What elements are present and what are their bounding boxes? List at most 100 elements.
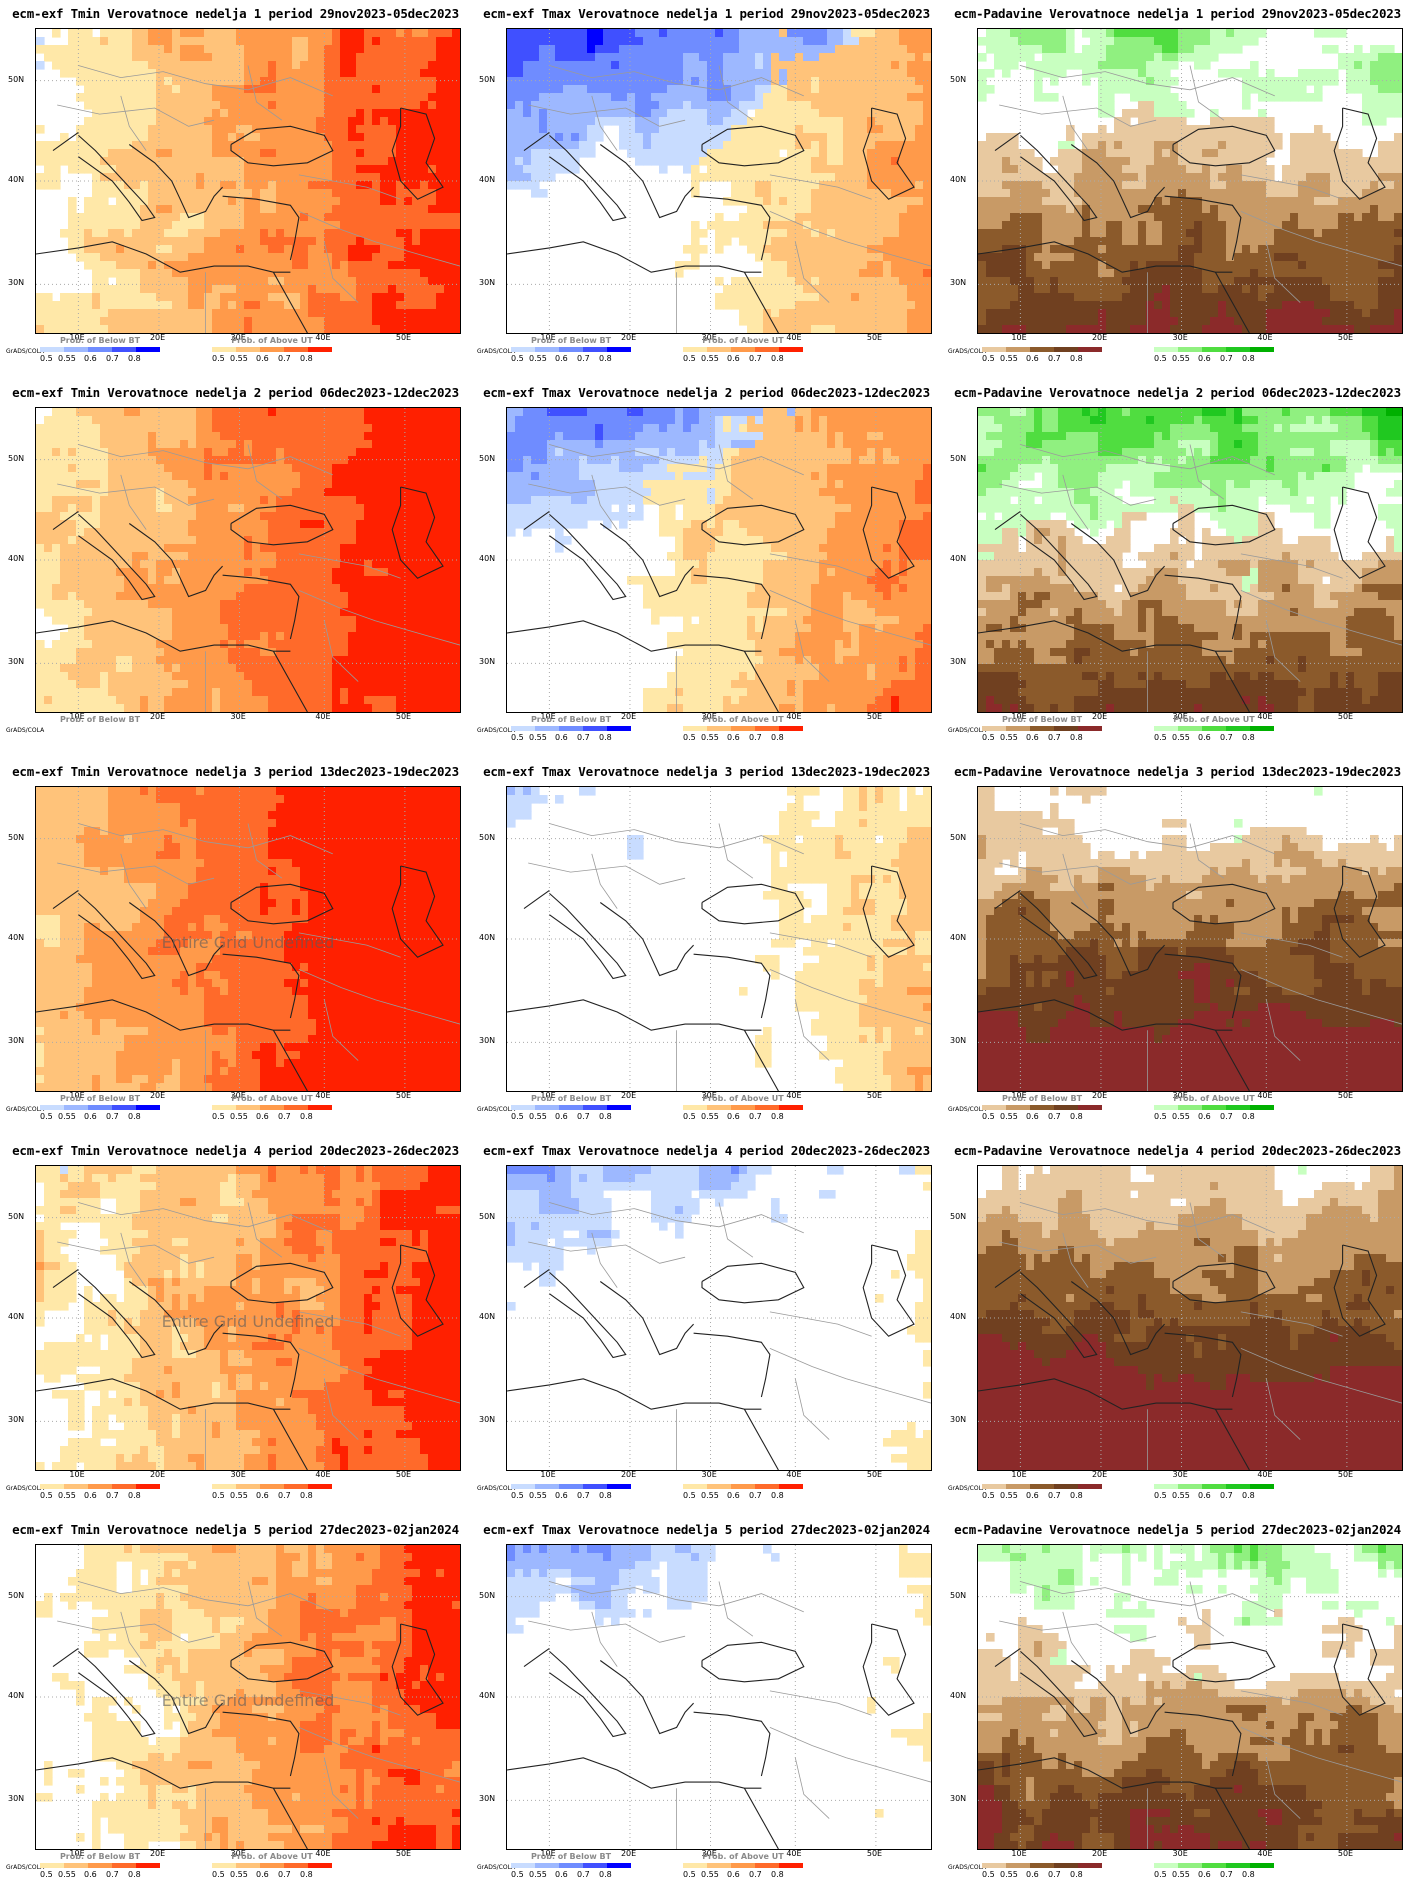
country-border [528, 104, 686, 127]
grid-cell [739, 133, 748, 142]
grid-cell [76, 77, 85, 86]
grid-cell [1042, 229, 1051, 238]
grid-cell [978, 173, 987, 182]
grid-cell [356, 197, 365, 206]
colorbar-above: Prob. of Above UT 0.5 0.55 0.6 0.7 0.8 [212, 336, 332, 368]
grid-cell [763, 261, 772, 270]
grid-cell [340, 101, 349, 110]
grid-cell [1186, 189, 1195, 198]
grid-cell [76, 325, 85, 333]
grid-cell [428, 325, 437, 333]
grid-cell [915, 53, 924, 62]
grid-cell [308, 181, 317, 190]
grid-cell [1258, 197, 1267, 206]
grid-cell [787, 205, 796, 214]
grid-cell [779, 109, 788, 118]
grid-cell [1170, 189, 1179, 198]
grid-cell [196, 253, 205, 262]
grid-cell [1354, 181, 1363, 190]
grid-cell [579, 141, 588, 150]
grid-cell [444, 325, 453, 333]
grid-cell [260, 77, 269, 86]
grid-cell [444, 29, 453, 38]
grid-cell [1130, 293, 1139, 302]
grid-cell [404, 173, 413, 182]
grid-cell [1250, 301, 1259, 310]
grid-cell [827, 205, 836, 214]
grid-cell [1346, 213, 1355, 222]
grid-cell [899, 245, 908, 254]
grid-cell [428, 221, 437, 230]
grid-cell [316, 93, 325, 102]
grid-cell [923, 205, 931, 214]
grid-cell [667, 45, 676, 54]
grid-cell [1378, 205, 1387, 214]
grid-cell [883, 325, 892, 333]
grid-cell [1258, 117, 1267, 126]
grid-cell [1314, 125, 1323, 134]
grid-cell [531, 149, 540, 158]
grid-cell [132, 261, 141, 270]
grid-cell [691, 149, 700, 158]
grid-cell [1170, 125, 1179, 134]
grid-cell [779, 77, 788, 86]
grid-cell [1050, 253, 1059, 262]
grid-cell [340, 157, 349, 166]
grid-cell [140, 309, 149, 318]
grid-cell [779, 61, 788, 70]
grid-cell [994, 29, 1003, 38]
grid-cell [1178, 213, 1187, 222]
grid-cell [84, 325, 93, 333]
grid-cell [396, 293, 405, 302]
grid-cell [1274, 85, 1283, 94]
grid-cell [1282, 189, 1291, 198]
grid-cell [978, 261, 987, 270]
grid-cell [1090, 181, 1099, 190]
grid-cell [731, 101, 740, 110]
grid-cell [571, 157, 580, 166]
grid-cell [1330, 205, 1339, 214]
grid-cell [92, 45, 101, 54]
grid-cell [1146, 125, 1155, 134]
grid-cell [827, 293, 836, 302]
grid-cell [252, 93, 261, 102]
grid-cell [1394, 85, 1402, 94]
grid-cell [292, 181, 301, 190]
grid-cell [300, 277, 309, 286]
grid-cell [260, 301, 269, 310]
grid-cell [835, 301, 844, 310]
grid-cell [1370, 101, 1379, 110]
grid-cell [723, 149, 732, 158]
grid-cell [260, 277, 269, 286]
grid-cell [316, 101, 325, 110]
grid-cell [619, 85, 628, 94]
grid-cell [1338, 29, 1347, 38]
grid-cell [875, 77, 884, 86]
grid-cell [811, 301, 820, 310]
grid-cell [412, 229, 421, 238]
grid-cell [1346, 253, 1355, 262]
grid-cell [811, 245, 820, 254]
grid-cell [811, 261, 820, 270]
grid-cell [907, 133, 916, 142]
grid-cell [108, 261, 117, 270]
grid-cell [923, 133, 931, 142]
grid-cell [1034, 205, 1043, 214]
grid-cell [1010, 253, 1019, 262]
grid-cell [244, 285, 253, 294]
grid-cell [771, 69, 780, 78]
lon-tick-label: 50E [396, 333, 411, 342]
grid-cell [244, 173, 253, 182]
grid-cell [1154, 261, 1163, 270]
grid-cell [428, 293, 437, 302]
grid-cell [412, 117, 421, 126]
grid-cell [1266, 85, 1275, 94]
grid-cell [140, 269, 149, 278]
grid-cell [1226, 69, 1235, 78]
grid-cell [444, 85, 453, 94]
grid-cell [779, 141, 788, 150]
grid-cell [803, 93, 812, 102]
grid-cell [1306, 293, 1315, 302]
grid-cell [204, 237, 213, 246]
grid-cell [651, 117, 660, 126]
